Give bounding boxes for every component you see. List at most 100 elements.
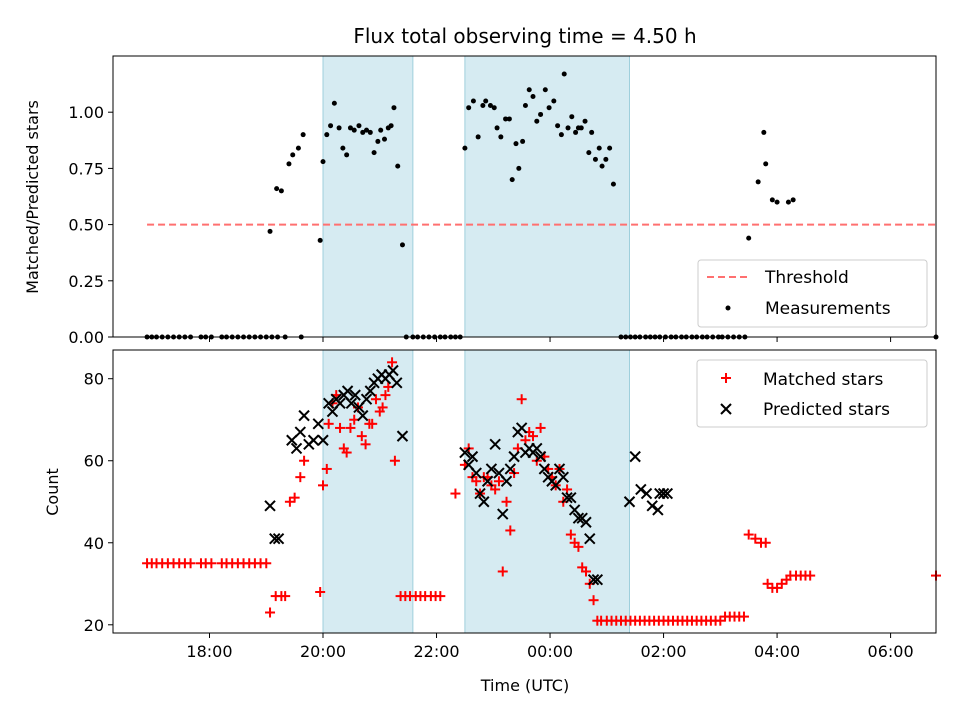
matched-star-point — [805, 570, 816, 581]
x-tick-label: 02:00 — [641, 642, 687, 661]
y-tick-label: 20 — [84, 616, 104, 635]
measurement-point — [546, 105, 552, 111]
matched-star-point — [565, 529, 576, 540]
measurement-point — [351, 127, 357, 133]
measurement-point — [494, 125, 500, 131]
matched-star-point — [493, 476, 504, 487]
matched-star-point — [356, 431, 367, 442]
measurement-point — [569, 114, 575, 120]
predicted-star-point — [474, 487, 486, 500]
predicted-star-point — [396, 430, 409, 442]
matched-star-point — [367, 418, 378, 429]
predicted-star-point — [565, 491, 577, 504]
measurement-point — [763, 161, 769, 167]
measurement-point — [761, 129, 767, 135]
matched-star-point — [760, 537, 771, 548]
predicted-star-point — [515, 422, 528, 434]
predicted-stars-points — [264, 364, 674, 586]
matched-star-point — [471, 476, 482, 487]
matched-star-point — [370, 394, 381, 405]
predicted-star-point — [387, 364, 399, 377]
legend-predicted-label: Predicted stars — [763, 400, 890, 420]
predicted-star-point — [334, 397, 346, 410]
predicted-star-point — [561, 491, 573, 504]
measurement-point — [324, 132, 330, 138]
measurement-point — [586, 150, 592, 156]
predicted-star-point — [286, 434, 298, 446]
x-tick-label: 04:00 — [754, 642, 800, 661]
measurement-point — [746, 235, 752, 241]
measurement-point — [542, 87, 548, 93]
matched-star-point — [280, 591, 291, 602]
matched-star-point — [387, 357, 398, 368]
figure-title: Flux total observing time = 4.50 h — [353, 24, 696, 48]
matched-stars-points — [142, 357, 941, 626]
legend-matched-label: Matched stars — [763, 370, 883, 390]
predicted-star-point — [489, 438, 501, 451]
predicted-star-point — [591, 573, 604, 586]
measurement-point — [286, 161, 292, 167]
top-axes-frame — [112, 55, 937, 338]
measurement-point — [526, 87, 532, 93]
measurement-point — [561, 71, 567, 77]
predicted-star-point — [531, 442, 543, 455]
predicted-star-point — [322, 397, 335, 410]
measurement-point — [755, 179, 761, 185]
predicted-star-point — [312, 418, 324, 430]
measurement-point — [399, 242, 405, 248]
x-tick-label: 20:00 — [300, 642, 346, 661]
measurement-point — [371, 150, 377, 156]
predicted-star-point — [364, 385, 377, 397]
predicted-star-point — [264, 500, 276, 512]
matched-star-point — [588, 595, 599, 606]
matched-star-point — [528, 431, 539, 442]
measurement-point — [558, 132, 564, 138]
measurement-point — [516, 165, 522, 171]
measurement-point — [774, 199, 780, 205]
bottom-panel: 18:00 20:00 22:00 00:00 02:00 04:00 06:00 20 40… — [43, 349, 941, 695]
measurement-point — [578, 125, 584, 131]
predicted-star-point — [580, 516, 592, 528]
measurement-point — [328, 123, 334, 129]
measurement-point — [790, 197, 796, 203]
predicted-star-point — [538, 463, 551, 475]
predicted-star-point — [269, 532, 281, 545]
predicted-star-point — [534, 450, 547, 463]
measurement-point — [565, 125, 571, 131]
x-tick-label: 18:00 — [186, 642, 232, 661]
predicted-star-point — [357, 409, 369, 422]
measurement-point — [462, 145, 468, 151]
matched-star-point — [261, 558, 272, 569]
predicted-star-point — [635, 483, 647, 496]
predicted-star-point — [478, 496, 490, 508]
predicted-star-point — [623, 496, 636, 508]
measurement-point — [336, 125, 342, 131]
bottom-y-ticks: 20 40 60 80 — [84, 370, 113, 635]
predicted-star-point — [466, 450, 479, 463]
measurement-point — [487, 102, 493, 108]
measurement-point — [520, 138, 526, 144]
y-tick-label: 0.50 — [68, 216, 104, 235]
measurement-point — [522, 102, 528, 108]
predicted-star-point — [481, 475, 494, 487]
measurement-point — [603, 156, 609, 162]
predicted-star-point — [657, 487, 670, 500]
measurement-point — [278, 188, 284, 194]
predicted-star-point — [500, 475, 513, 487]
predicted-star-point — [629, 450, 641, 463]
matched-star-point — [265, 607, 276, 618]
predicted-star-point — [307, 434, 320, 446]
top-panel: 0.00 0.25 0.50 0.75 1.00 Matched/Predicted s… — [23, 55, 939, 347]
matched-star-point — [321, 463, 332, 474]
measurement-point — [395, 163, 401, 169]
bottom-axes-frame — [112, 349, 937, 634]
predicted-star-point — [360, 393, 373, 405]
predicted-star-point — [317, 434, 329, 446]
matched-star-point — [435, 591, 446, 602]
measurement-point — [596, 145, 602, 151]
measurement-point — [513, 141, 519, 147]
legend-threshold-label: Threshold — [764, 268, 849, 288]
measurement-point — [589, 129, 595, 135]
matched-star-point — [360, 439, 371, 450]
